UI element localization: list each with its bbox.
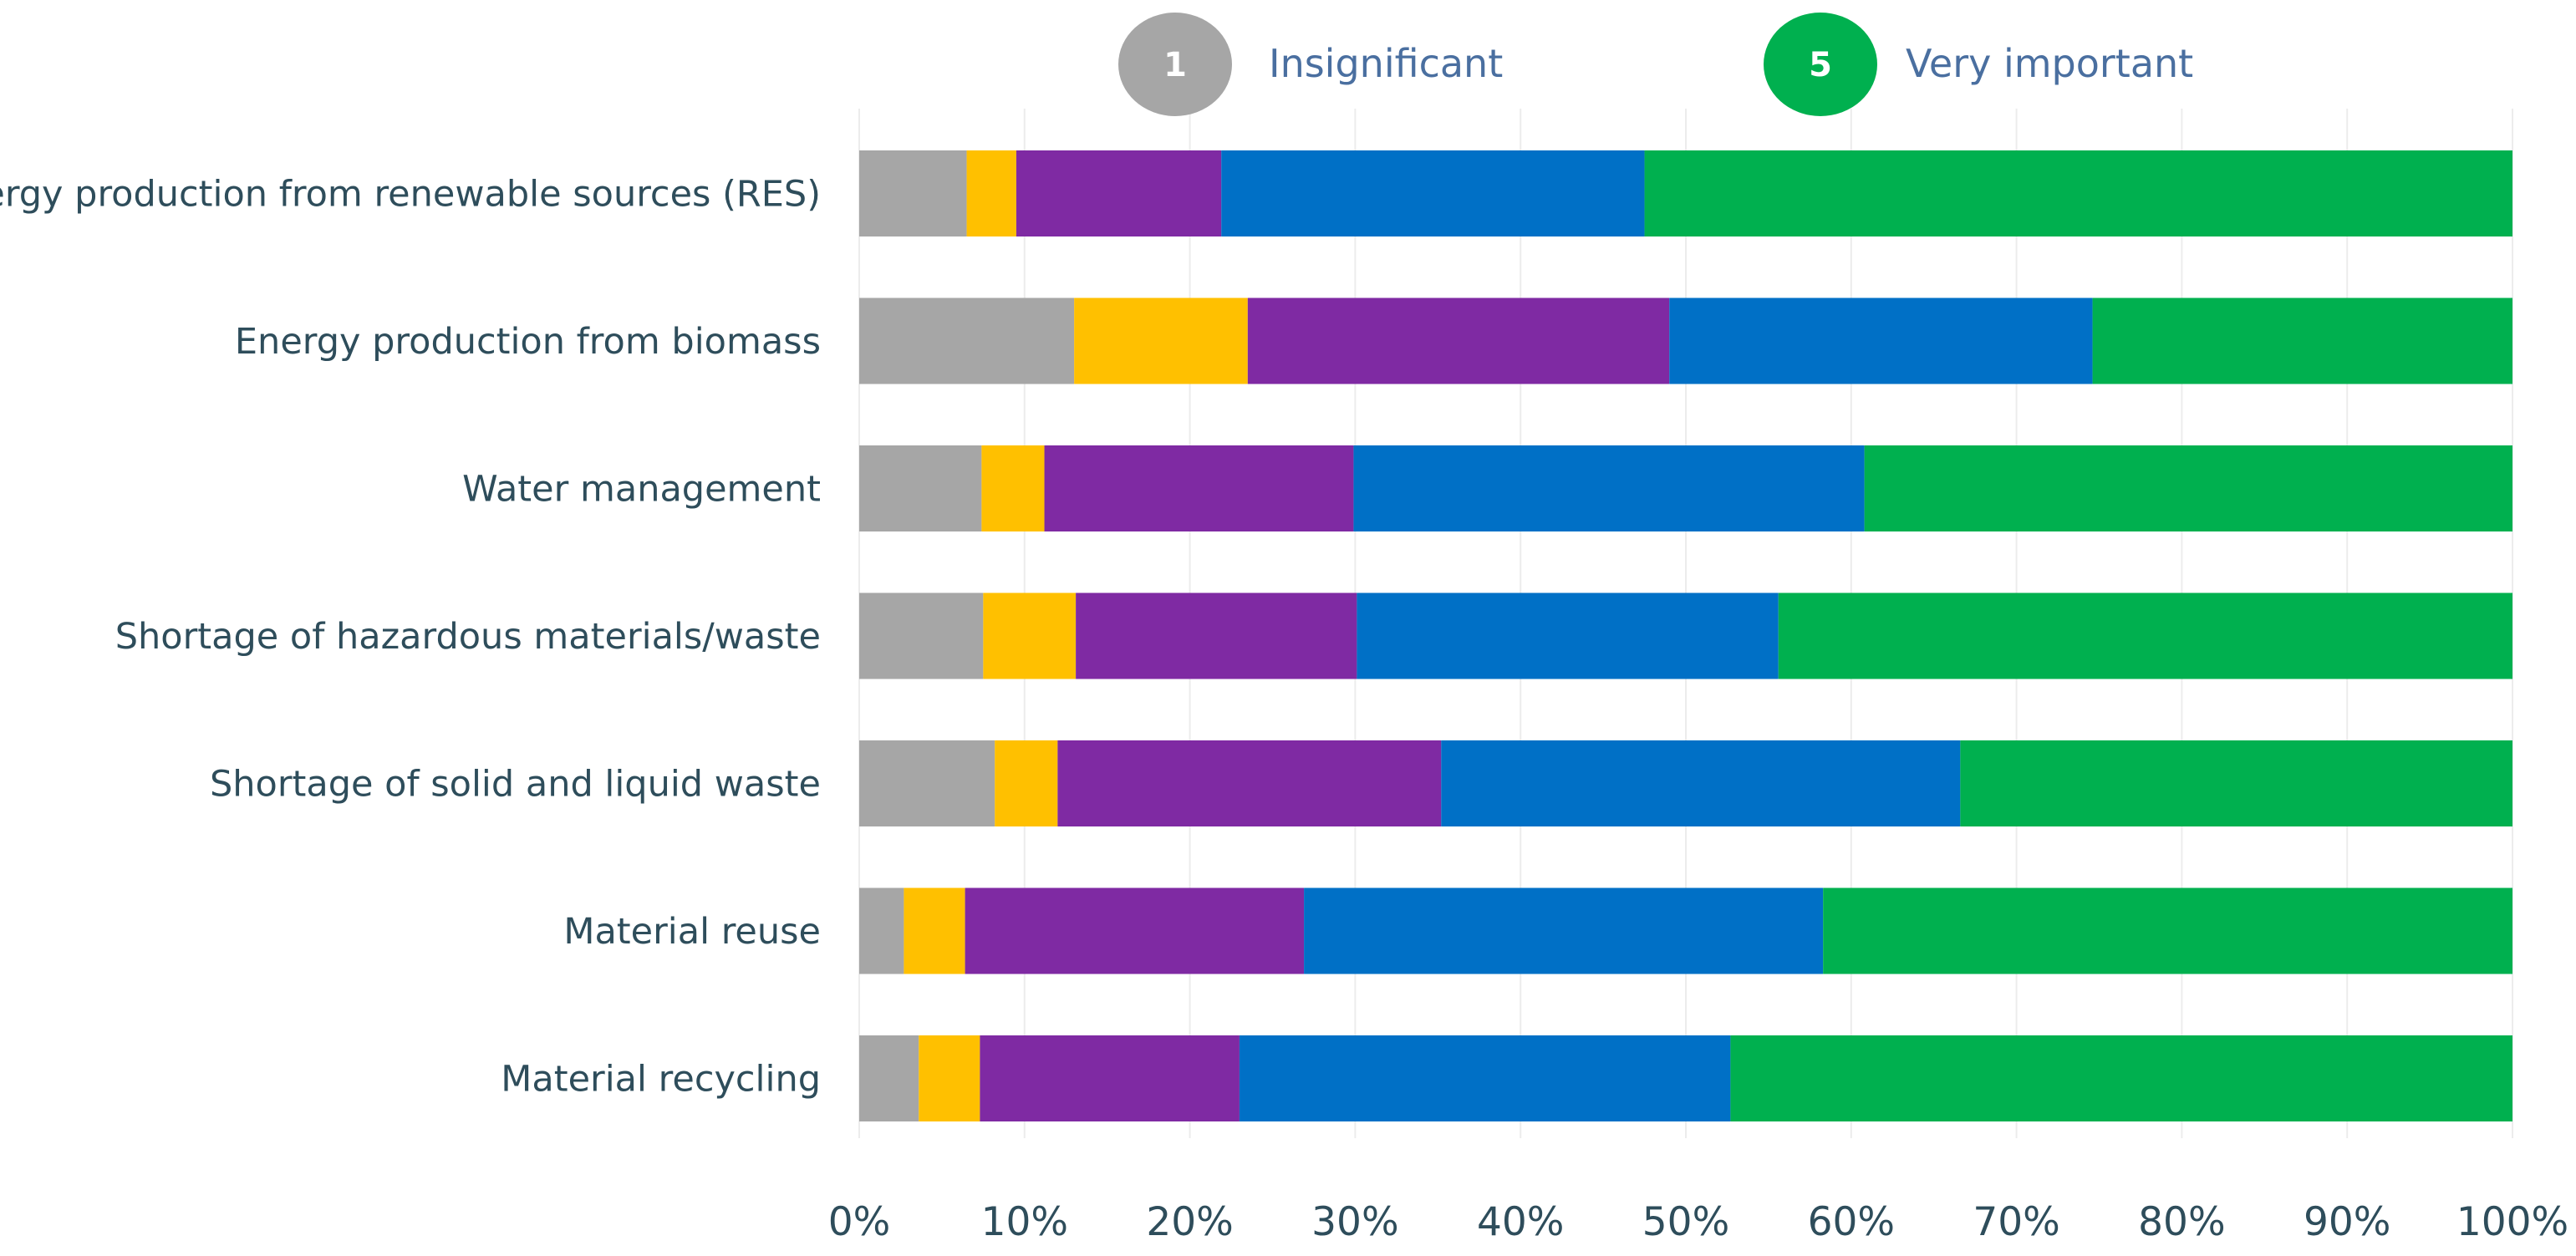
bar-segment-level-1	[859, 297, 1075, 384]
bar-segment-level-2	[1074, 297, 1248, 384]
legend-badge-insignificant	[1118, 13, 1232, 116]
bar-segment-level-5	[1778, 592, 2512, 679]
bar-segment-level-5	[1960, 740, 2512, 826]
legend-label-very-important: Very important	[1906, 41, 2193, 86]
bar-segment-level-2	[995, 740, 1058, 826]
bar-segment-level-1	[859, 592, 984, 679]
bar-segment-level-4	[1221, 150, 1645, 236]
legend-badge-very-important	[1764, 13, 1877, 116]
bars	[859, 150, 2512, 1121]
bar-segment-level-1	[859, 887, 904, 974]
bar-segment-level-1	[859, 1035, 919, 1121]
x-tick-label: 70%	[1973, 1199, 2059, 1245]
x-axis-ticks: 0% 10% 20% 30% 40% 50% 60% 70% 80% 90% 100%	[828, 1199, 2568, 1245]
x-tick-label: 30%	[1311, 1199, 1398, 1245]
bar-segment-level-5	[1644, 150, 2512, 236]
category-label: Material reuse	[563, 911, 821, 953]
x-tick-label: 20%	[1146, 1199, 1233, 1245]
bar-segment-level-3	[1016, 150, 1222, 236]
bar-segment-level-4	[1239, 1035, 1731, 1121]
legend-badge-number-1: 1	[1163, 46, 1187, 84]
category-label: Material recycling	[501, 1059, 821, 1101]
bar-segment-level-4	[1353, 445, 1865, 531]
bar-segment-level-1	[859, 150, 967, 236]
bar-segment-level-3	[1057, 740, 1442, 826]
bar-segment-level-4	[1669, 297, 2093, 384]
bar-segment-level-2	[966, 150, 1016, 236]
x-tick-label: 10%	[981, 1199, 1068, 1245]
category-label: Energy production from biomass	[235, 321, 821, 363]
x-tick-label: 90%	[2304, 1199, 2390, 1245]
bar-segment-level-5	[1823, 887, 2512, 974]
category-label: Energy production from renewable sources…	[0, 174, 821, 216]
bar-segment-level-2	[981, 445, 1045, 531]
legend-label-insignificant: Insignificant	[1269, 41, 1503, 86]
bar-segment-level-3	[980, 1035, 1240, 1121]
bar-segment-level-1	[859, 740, 995, 826]
legend: 1 Insignificant 5 Very important	[1118, 13, 2193, 116]
bar-segment-level-3	[965, 887, 1305, 974]
x-tick-label: 80%	[2138, 1199, 2225, 1245]
category-label: Shortage of solid and liquid waste	[210, 764, 821, 806]
x-tick-label: 40%	[1477, 1199, 1564, 1245]
bar-segment-level-2	[983, 592, 1077, 679]
bar-segment-level-4	[1441, 740, 1961, 826]
bar-segment-level-3	[1044, 445, 1354, 531]
x-tick-label: 60%	[1808, 1199, 1895, 1245]
x-tick-label: 50%	[1642, 1199, 1729, 1245]
legend-badge-number-5: 5	[1809, 46, 1832, 84]
bar-segment-level-5	[1864, 445, 2512, 531]
category-label: Water management	[462, 469, 821, 511]
category-label: Shortage of hazardous materials/waste	[115, 616, 821, 658]
bar-segment-level-1	[859, 445, 982, 531]
bar-segment-level-4	[1304, 887, 1824, 974]
bar-segment-level-3	[1247, 297, 1670, 384]
x-tick-label: 100%	[2456, 1199, 2568, 1245]
bar-segment-level-2	[904, 887, 965, 974]
category-labels: Energy production from renewable sources…	[0, 174, 821, 1101]
bar-segment-level-2	[919, 1035, 980, 1121]
bar-segment-level-5	[2092, 297, 2512, 384]
bar-segment-level-4	[1357, 592, 1779, 679]
bar-segment-level-5	[1730, 1035, 2512, 1121]
x-tick-label: 0%	[828, 1199, 891, 1245]
bar-segment-level-3	[1076, 592, 1357, 679]
